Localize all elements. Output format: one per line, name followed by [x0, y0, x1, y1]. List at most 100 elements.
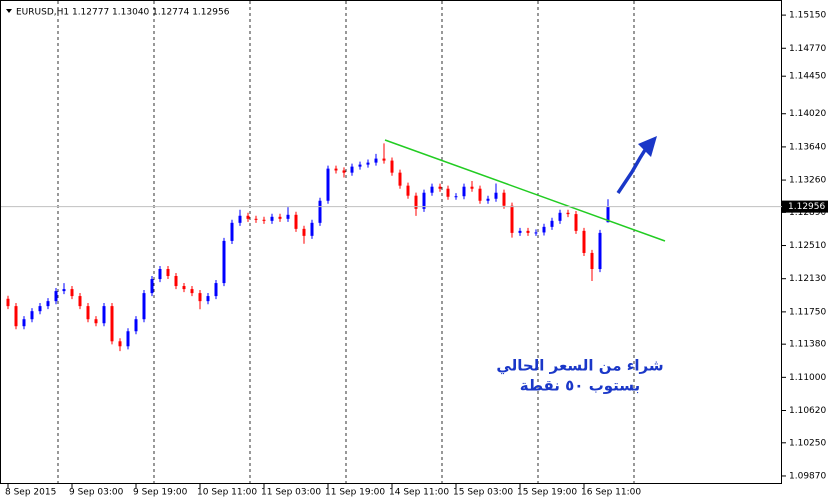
- price-label: 1.12956: [788, 202, 825, 212]
- trend-line: [384, 139, 666, 242]
- candle-body: [54, 291, 58, 302]
- candle-body: [366, 162, 370, 165]
- candle-body: [582, 230, 586, 253]
- candle-body: [206, 296, 210, 302]
- candle-body: [382, 158, 386, 161]
- candle-body: [454, 196, 458, 198]
- candle-body: [126, 331, 130, 347]
- plot-frame: [0, 0, 782, 484]
- candle-body: [38, 306, 42, 312]
- y-tick-label: 1.11750: [789, 307, 826, 317]
- candle-body: [6, 298, 10, 307]
- candle-body: [558, 212, 562, 221]
- y-tick-label: 1.13260: [789, 176, 826, 186]
- candle-body: [430, 186, 434, 193]
- candle-body: [502, 192, 506, 206]
- candle-body: [350, 166, 354, 173]
- chart-header: EURUSD,H1 1.12777 1.13040 1.12774 1.1295…: [16, 8, 230, 18]
- x-tick-label: 9 Sep 03:00: [69, 488, 124, 498]
- candle-body: [334, 168, 338, 171]
- candle-body: [214, 283, 218, 297]
- candle-body: [262, 219, 266, 221]
- y-tick-label: 1.11380: [789, 340, 826, 350]
- y-tick-label: 1.11000: [789, 373, 826, 383]
- candle-body: [534, 232, 538, 234]
- candle-body: [438, 186, 442, 189]
- candle-body: [166, 269, 170, 276]
- menu-triangle: [6, 9, 12, 13]
- candle-body: [518, 230, 522, 233]
- x-tick-label: 11 Sep 19:00: [325, 488, 385, 498]
- candle-body: [174, 275, 178, 287]
- candle-body: [342, 170, 346, 173]
- candle-body: [30, 311, 34, 320]
- y-tick-label: 1.14020: [789, 109, 826, 119]
- candle-body: [358, 164, 362, 167]
- candle-body: [70, 289, 74, 297]
- candle-body: [22, 319, 26, 327]
- candle-body: [238, 215, 242, 223]
- y-tick-label: 1.13640: [789, 142, 826, 152]
- x-tick-label: 9 Sep 19:00: [133, 488, 188, 498]
- candle-body: [414, 195, 418, 209]
- x-tick-label: 15 Sep 19:00: [517, 488, 577, 498]
- annotation: شراء من السعر الحالي: [496, 357, 663, 375]
- candle-body: [14, 306, 18, 327]
- price-box: [782, 200, 828, 213]
- candle-body: [494, 192, 498, 199]
- candle-body: [294, 214, 298, 229]
- candle-body: [526, 230, 530, 233]
- x-tick-label: 11 Sep 03:00: [261, 488, 321, 498]
- y-tick-label: 1.10250: [789, 438, 826, 448]
- candle-body: [158, 269, 162, 280]
- candle-body: [326, 168, 330, 201]
- candle-body: [62, 289, 66, 292]
- candle-body: [102, 306, 106, 324]
- candle-body: [566, 212, 570, 215]
- candle-body: [390, 160, 394, 173]
- y-tick-label: 1.12130: [789, 274, 826, 284]
- x-tick-label: 14 Sep 11:00: [389, 488, 449, 498]
- candle-body: [278, 216, 282, 219]
- candle-body: [134, 319, 138, 332]
- arrow-head: [638, 136, 657, 157]
- candle-body: [198, 293, 202, 302]
- candle-body: [486, 198, 490, 201]
- candle-body: [374, 158, 378, 163]
- candle-body: [246, 215, 250, 219]
- candle-body: [478, 188, 482, 201]
- candle-body: [470, 186, 474, 189]
- candle-body: [270, 216, 274, 221]
- candle-body: [574, 214, 578, 231]
- candle-body: [398, 172, 402, 186]
- candle-body: [110, 306, 114, 342]
- y-tick-label: 1.14450: [789, 72, 826, 82]
- candle-body: [510, 205, 514, 233]
- x-tick-label: 8 Sep 2015: [5, 488, 56, 498]
- candle-body: [318, 200, 322, 223]
- candle-body: [142, 293, 146, 320]
- candle-body: [462, 186, 466, 197]
- y-tick-label: 1.12890: [789, 208, 826, 218]
- y-tick-label: 1.14770: [789, 44, 826, 54]
- candle-body: [230, 222, 234, 241]
- candle-body: [94, 319, 98, 324]
- y-tick-label: 1.10620: [789, 406, 826, 416]
- candle-body: [254, 218, 258, 220]
- x-tick-label: 15 Sep 03:00: [453, 488, 513, 498]
- candle-body: [302, 228, 306, 236]
- candle-body: [550, 220, 554, 227]
- candle-body: [606, 206, 610, 223]
- candle-body: [46, 301, 50, 307]
- y-tick-label: 1.15150: [789, 11, 826, 21]
- candle-body: [190, 289, 194, 294]
- candle-body: [78, 296, 82, 307]
- candle-body: [286, 214, 290, 219]
- candle-body: [422, 192, 426, 209]
- candle-body: [310, 222, 314, 236]
- candle-body: [222, 240, 226, 284]
- candle-body: [86, 306, 90, 320]
- candle-body: [118, 341, 122, 347]
